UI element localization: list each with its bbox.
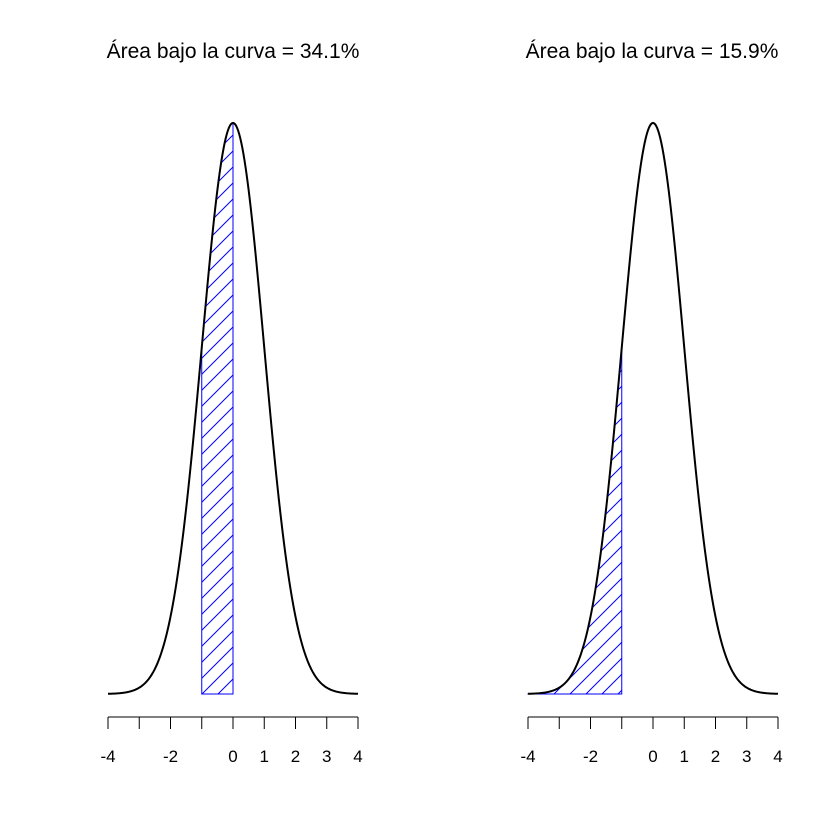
x-tick-label-right: 1 — [680, 747, 689, 766]
x-axis-right: -4 -2 0 1 2 3 4 — [520, 716, 783, 766]
x-tick-label-right: 2 — [711, 747, 720, 766]
x-tick-label-right: 0 — [648, 747, 657, 766]
x-tick-label-left: 0 — [228, 747, 237, 766]
x-tick-label-right: -2 — [583, 747, 598, 766]
plot-panel-right: Área bajo la curva = 15.9% -4 -2 0 1 2 3 4 — [520, 40, 782, 766]
shaded-region-right — [527, 347, 623, 695]
shaded-region-left — [201, 122, 234, 695]
x-tick-label-left: -4 — [100, 747, 115, 766]
x-tick-label-left: 3 — [322, 747, 331, 766]
chart-title-left: Área bajo la curva = 34.1% — [107, 40, 360, 63]
x-tick-label-right: -4 — [520, 747, 535, 766]
x-tick-label-left: 4 — [353, 747, 362, 766]
x-tick-label-left: -2 — [163, 747, 178, 766]
x-axis-left: -4 -2 0 1 2 3 4 — [100, 716, 363, 766]
shaded-area-left — [201, 122, 234, 695]
density-curve-left — [107, 121, 359, 695]
chart-title-right: Área bajo la curva = 15.9% — [526, 40, 779, 63]
plot-panel-left: Área bajo la curva = 34.1% -4 -2 0 1 2 3 4 — [100, 40, 362, 766]
x-tick-label-right: 4 — [773, 747, 782, 766]
shaded-area-right — [527, 347, 623, 695]
x-tick-label-right: 3 — [742, 747, 751, 766]
x-tick-label-left: 2 — [291, 747, 300, 766]
x-tick-label-left: 1 — [260, 747, 269, 766]
density-curve-right — [527, 121, 779, 695]
